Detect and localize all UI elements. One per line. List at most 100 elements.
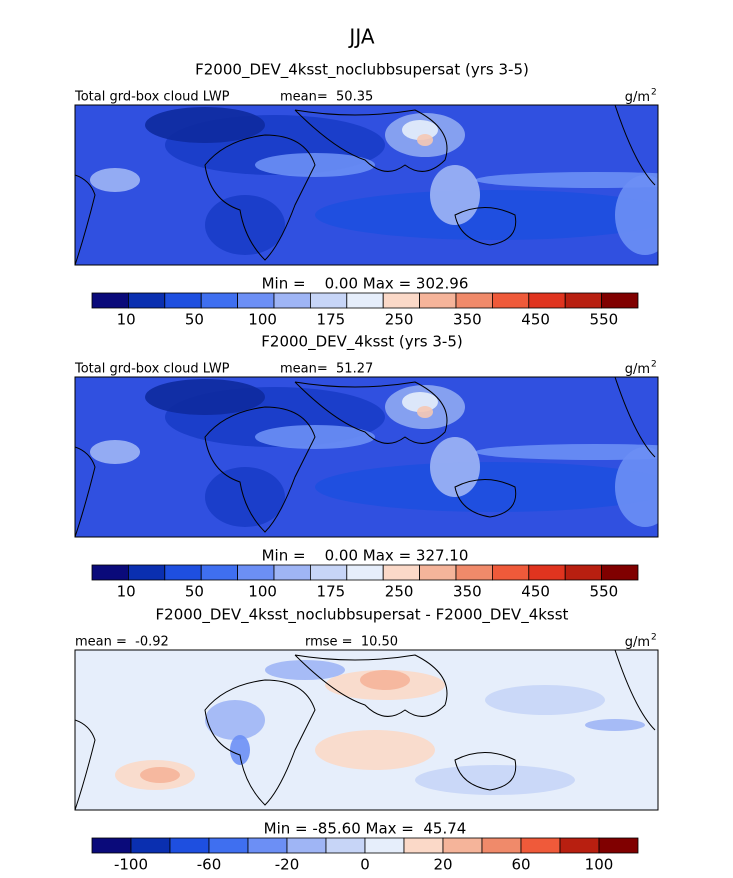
colorbar-cell — [247, 837, 288, 854]
colorbar-cell — [601, 564, 639, 581]
map-field — [145, 379, 265, 415]
colorbar-label: 450 — [521, 311, 550, 329]
colorbar-cell — [598, 837, 639, 854]
map-field — [140, 767, 180, 783]
map-field — [485, 685, 605, 715]
header-center: mean= 50.35 — [280, 90, 373, 105]
coastline — [454, 752, 517, 791]
colorbar-cell — [273, 292, 311, 309]
map-field — [475, 444, 658, 460]
colorbar-label: 350 — [453, 583, 482, 601]
colorbar-label: 0 — [360, 856, 370, 874]
colorbar-cell — [491, 564, 530, 581]
coastline — [75, 174, 96, 265]
colorbar-cell — [169, 837, 210, 854]
panel-title: F2000_DEV_4ksst (yrs 3-5) — [261, 333, 462, 352]
coastline — [614, 650, 656, 731]
map-frame — [74, 376, 659, 538]
colorbar-label: 100 — [248, 311, 277, 329]
colorbar-cell — [200, 564, 238, 581]
units-sup: 2 — [651, 360, 657, 370]
colorbar-cell — [346, 564, 384, 581]
colorbar-cell — [127, 564, 166, 581]
map-field — [475, 172, 658, 188]
colorbar-label: 100 — [248, 583, 277, 601]
colorbar-label: 50 — [185, 311, 204, 329]
colorbar-cell — [455, 292, 493, 309]
colorbar-cell — [286, 837, 327, 854]
colorbar-cell — [164, 564, 202, 581]
units: g/m — [625, 635, 650, 650]
panel-title: F2000_DEV_4ksst_noclubbsupersat - F2000_… — [156, 606, 569, 625]
coastline — [614, 105, 656, 186]
range-text: Min = -85.60 Max = 45.74 — [264, 820, 467, 838]
header-center: mean= 51.27 — [280, 362, 373, 377]
colorbar-cell — [442, 837, 483, 854]
map — [75, 377, 658, 537]
units: g/m — [625, 90, 650, 105]
map-field — [205, 195, 285, 255]
map-field — [205, 700, 265, 740]
range-text: Min = 0.00 Max = 327.10 — [262, 547, 469, 565]
colorbar-cell — [127, 292, 166, 309]
map-field — [417, 134, 433, 146]
colorbar-cell — [91, 837, 132, 854]
map — [75, 650, 658, 810]
colorbar-cell — [559, 837, 600, 854]
colorbar-cell — [528, 292, 566, 309]
colorbar-label: -20 — [275, 856, 300, 874]
colorbar-cell — [237, 564, 275, 581]
map — [75, 105, 658, 265]
colorbar-cell — [309, 292, 348, 309]
map-field — [615, 175, 658, 255]
colorbar-label: 50 — [185, 583, 204, 601]
colorbar-cell — [481, 837, 522, 854]
coastline — [204, 679, 316, 806]
map-field — [205, 467, 285, 527]
map-field — [315, 730, 435, 770]
colorbar-cell — [273, 564, 311, 581]
colorbar-label: -60 — [197, 856, 222, 874]
panel-title: F2000_DEV_4ksst_noclubbsupersat (yrs 3-5… — [195, 61, 529, 80]
colorbar-label: 550 — [590, 311, 619, 329]
header-left: Total grd-box cloud LWP — [74, 362, 230, 377]
colorbar-cell — [91, 564, 129, 581]
coastline — [614, 377, 656, 458]
map-field — [230, 735, 250, 765]
header-left: mean = -0.92 — [75, 635, 169, 650]
colorbar-cell — [208, 837, 249, 854]
map-field — [145, 107, 265, 143]
coastline — [294, 109, 448, 172]
units-sup: 2 — [651, 88, 657, 98]
colorbar-cell — [403, 837, 444, 854]
coastline — [454, 207, 517, 246]
colorbar-label: 100 — [585, 856, 614, 874]
coastline — [294, 654, 448, 717]
header-left: Total grd-box cloud LWP — [74, 90, 230, 105]
units-sup: 2 — [651, 633, 657, 643]
colorbar-label: 250 — [385, 583, 414, 601]
colorbar-cell — [91, 292, 129, 309]
map-field — [90, 440, 140, 464]
colorbar-cell — [564, 564, 603, 581]
colorbar-cell — [491, 292, 530, 309]
map-frame — [74, 104, 659, 266]
colorbar-cell — [564, 292, 603, 309]
map-field — [417, 406, 433, 418]
colorbar-cell — [346, 292, 384, 309]
map-field — [585, 719, 645, 731]
colorbar-label: 550 — [590, 583, 619, 601]
coastline — [204, 406, 316, 533]
header-center: rmse = 10.50 — [305, 635, 398, 650]
colorbar-cell — [382, 292, 421, 309]
colorbar-label: 250 — [385, 311, 414, 329]
colorbar-cell — [200, 292, 238, 309]
colorbar-label: 10 — [117, 311, 136, 329]
colorbar-cell — [237, 292, 275, 309]
coastline — [204, 134, 316, 261]
colorbar-cell — [130, 837, 171, 854]
coastline — [294, 381, 448, 444]
colorbar-cell — [419, 292, 457, 309]
map-field — [315, 462, 658, 512]
